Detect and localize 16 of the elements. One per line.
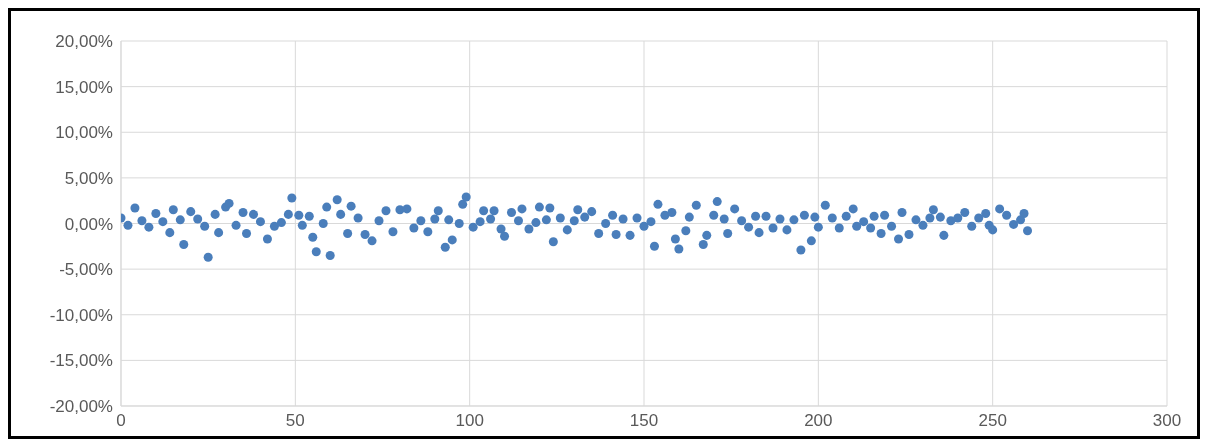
x-tick-label: 150 bbox=[629, 411, 659, 431]
x-tick-label: 250 bbox=[978, 411, 1007, 431]
y-tick-label: -15,00% bbox=[49, 351, 113, 371]
y-tick-label: 20,00% bbox=[55, 32, 113, 52]
y-tick-label: -5,00% bbox=[59, 260, 113, 280]
y-tick-label: 15,00% bbox=[55, 77, 113, 97]
y-tick-label: 5,00% bbox=[64, 168, 113, 188]
y-tick-label: 0,00% bbox=[64, 214, 113, 234]
x-tick-label: 50 bbox=[285, 411, 305, 431]
y-tick-label: -20,00% bbox=[49, 397, 113, 417]
x-tick-label: 100 bbox=[455, 411, 484, 431]
x-tick-label: 0 bbox=[116, 411, 126, 431]
y-tick-label: 10,00% bbox=[55, 123, 113, 143]
x-tick-label: 200 bbox=[804, 411, 833, 431]
x-tick-label: 300 bbox=[1152, 411, 1182, 431]
y-tick-label: -10,00% bbox=[49, 305, 113, 325]
